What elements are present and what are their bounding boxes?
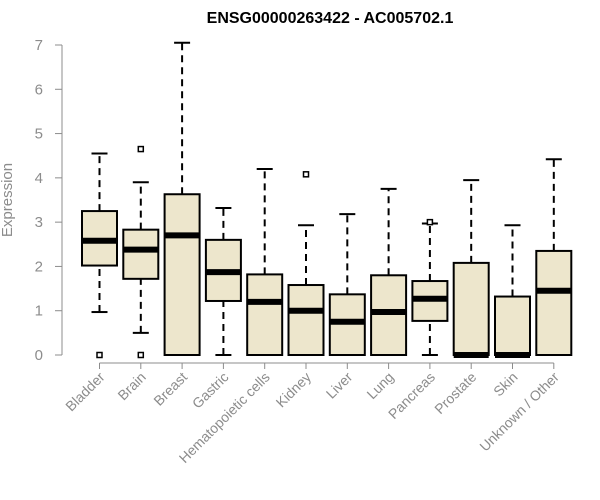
x-tick-label: Bladder bbox=[62, 369, 108, 415]
y-tick-label: 1 bbox=[35, 303, 43, 320]
x-tick-label: Brain bbox=[114, 369, 148, 403]
chart-title: ENSG00000263422 - AC005702.1 bbox=[207, 10, 454, 27]
x-tick-label: Kidney bbox=[273, 369, 315, 411]
y-tick-label: 4 bbox=[35, 170, 43, 187]
box-group bbox=[370, 187, 408, 356]
x-tick-label: Breast bbox=[150, 369, 190, 409]
box-iqr bbox=[370, 274, 408, 356]
box-group bbox=[287, 171, 325, 356]
y-tick-label: 5 bbox=[35, 126, 43, 143]
box-group bbox=[81, 152, 118, 359]
box-iqr bbox=[452, 261, 490, 356]
box-group bbox=[204, 206, 242, 356]
box-group bbox=[411, 218, 449, 356]
box-iqr bbox=[494, 295, 531, 356]
boxes-layer bbox=[81, 41, 573, 359]
box-iqr bbox=[287, 284, 325, 356]
box-iqr bbox=[535, 249, 573, 356]
y-axis: 0 1 2 3 4 5 6 7 bbox=[35, 37, 63, 364]
box-group bbox=[535, 158, 573, 356]
outlier-point bbox=[137, 145, 145, 153]
box-group bbox=[122, 145, 160, 359]
y-tick-label: 7 bbox=[35, 37, 43, 54]
x-tick-label: Skin bbox=[490, 369, 521, 400]
box-group bbox=[328, 213, 366, 357]
box-group bbox=[452, 179, 490, 358]
y-axis-label: Expression bbox=[0, 163, 16, 237]
x-tick-label: Prostate bbox=[431, 369, 479, 417]
box-group bbox=[494, 224, 531, 358]
x-tick-label: Lung bbox=[363, 369, 396, 402]
x-tick-label: Liver bbox=[323, 369, 356, 402]
box-group bbox=[163, 41, 201, 356]
box-group bbox=[246, 168, 284, 356]
outlier-point bbox=[137, 351, 145, 359]
box-iqr bbox=[246, 273, 284, 356]
outlier-point bbox=[426, 218, 434, 226]
box-iqr bbox=[163, 193, 201, 356]
y-tick-label: 2 bbox=[35, 258, 43, 275]
y-tick-label: 0 bbox=[35, 347, 43, 364]
outlier-point bbox=[302, 171, 310, 178]
y-tick-label: 3 bbox=[35, 214, 43, 231]
box-iqr bbox=[122, 228, 160, 280]
outlier-point bbox=[96, 351, 103, 359]
y-tick-label: 6 bbox=[35, 81, 43, 98]
